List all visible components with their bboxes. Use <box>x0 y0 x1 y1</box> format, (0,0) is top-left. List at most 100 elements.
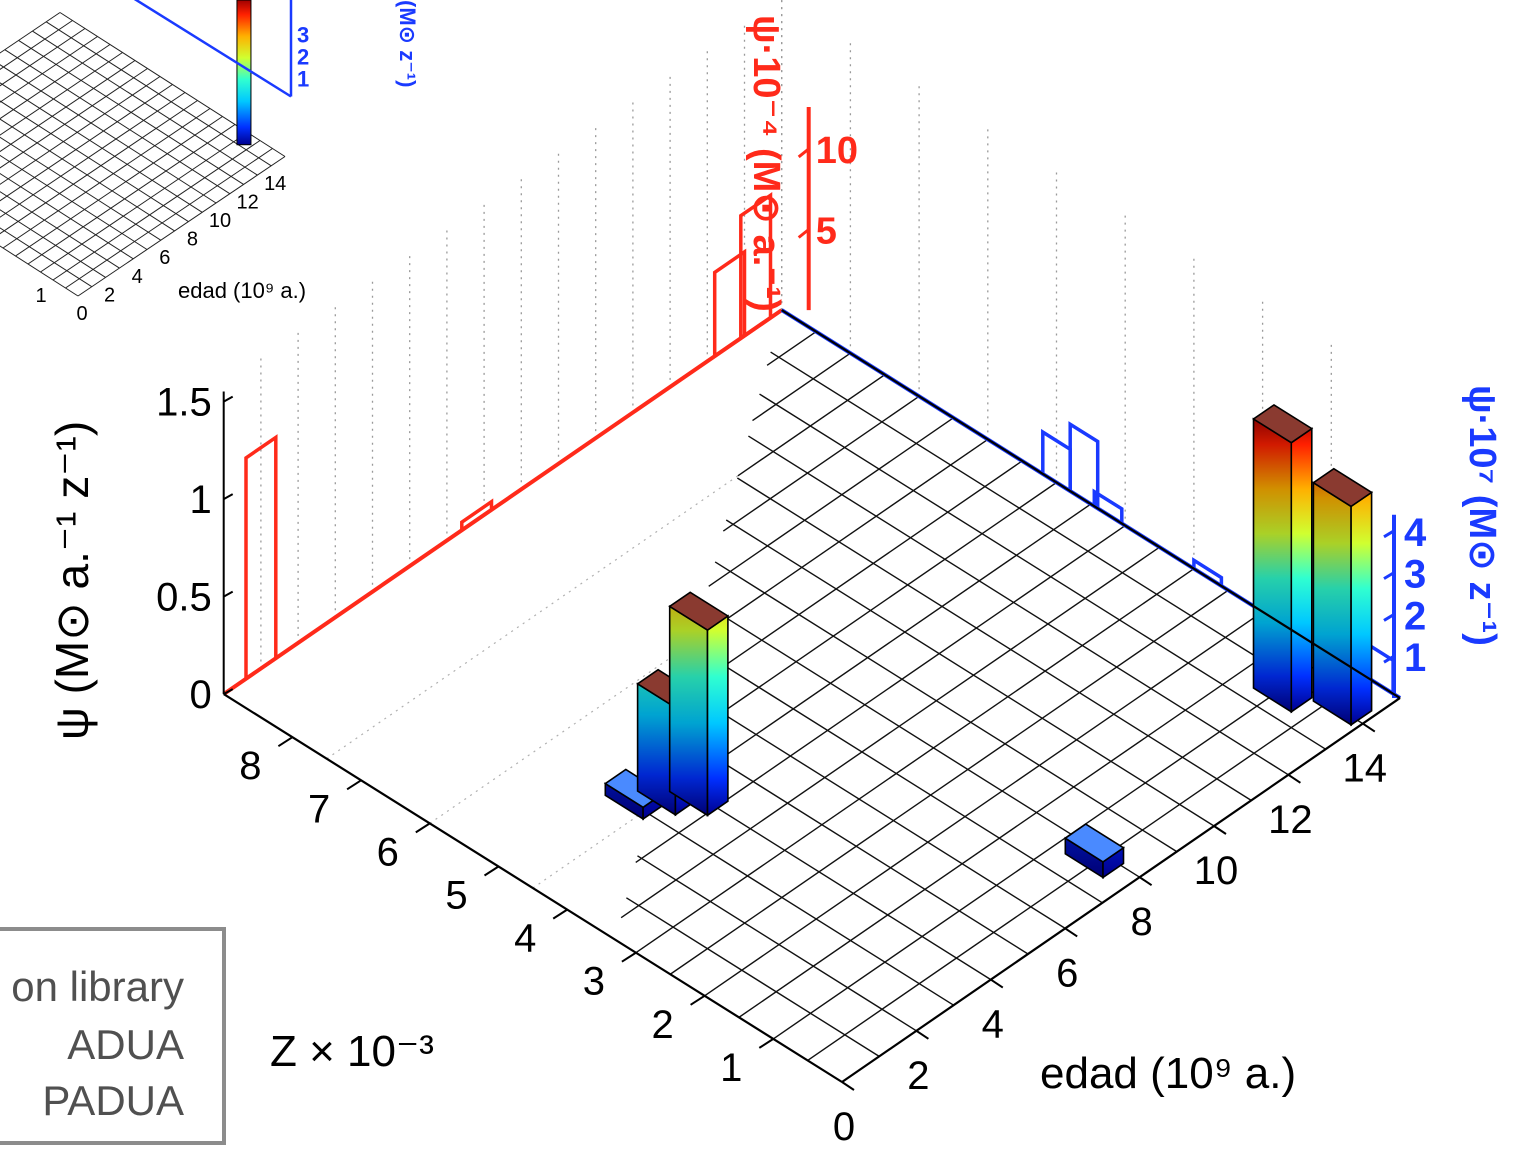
inset-age-tick-label: 10 <box>209 210 231 232</box>
z-projection-tick-label: 1 <box>1404 636 1426 680</box>
floor-line-z <box>635 568 1195 954</box>
inset-side-tick-label: 3 <box>297 23 309 48</box>
floor-line-z <box>722 395 920 532</box>
inset-grid-line <box>0 20 73 70</box>
inset-x-axis-label: edad (10⁹ a.) <box>178 278 306 303</box>
floor-line-age <box>725 519 1215 827</box>
inset-grid-line <box>0 68 148 169</box>
front-edge-line <box>781 309 1401 699</box>
z-axis-line <box>223 693 843 1083</box>
floor-line-z <box>807 675 1367 1062</box>
inset-grid-line <box>2 108 211 249</box>
floor-line-z <box>738 632 1298 1018</box>
inset-age-tick-label: 4 <box>132 266 143 288</box>
z-projection-tick-label: 2 <box>1404 594 1426 638</box>
inset-age-tick-label: 6 <box>159 247 170 269</box>
floor-line-z <box>679 460 1023 698</box>
z-tick <box>415 822 431 834</box>
age-tick <box>1213 825 1227 835</box>
age-tick-label: 6 <box>1056 951 1078 995</box>
floor-line-age <box>670 729 1029 955</box>
z-projection-label: ψ·10⁷ (M⊙ z⁻¹) <box>1461 385 1503 646</box>
age-tick <box>915 1029 929 1040</box>
inset-age-tick-label: 12 <box>236 191 258 213</box>
floor-line-age <box>714 561 1178 853</box>
age-axis-line <box>841 697 1401 1083</box>
age-projection-tick <box>797 228 810 239</box>
floor-line-age <box>692 645 1103 904</box>
inset-grid-line <box>27 124 236 265</box>
inset-age-tick-label: 2 <box>104 284 115 306</box>
background-gridlines <box>223 0 1401 1083</box>
bar-side-shade <box>1253 419 1292 712</box>
gridline-floor-z <box>429 438 989 824</box>
age-projection-histogram: 5 10 <box>222 106 858 696</box>
inset-z-tick-label: 1 <box>35 285 46 307</box>
legend-line-2: ADUA <box>67 1021 184 1068</box>
floor-grid <box>614 309 1401 1083</box>
inset-side-tick-label: 2 <box>297 45 309 70</box>
floor-line-z <box>620 546 1160 919</box>
z-tick-label: 1 <box>720 1046 742 1090</box>
bar-front-face <box>1290 427 1313 714</box>
psi-tick-label: 1 <box>189 478 211 522</box>
inset-grid-line <box>0 76 161 185</box>
inset-grid-line <box>15 116 223 257</box>
z-axis-label: ψ (M⊙ a.⁻¹ z⁻¹) <box>46 421 98 740</box>
z-tick <box>346 779 362 791</box>
inset-projection-line <box>133 0 292 98</box>
floor-line-z <box>693 438 989 643</box>
z-projection-tick <box>1383 571 1395 580</box>
age-projection-label: ψ·10⁻⁴ (M⊙ a.⁻¹) <box>745 15 787 312</box>
inset-grid-line <box>0 36 98 103</box>
floor-line-age <box>748 435 1289 776</box>
age-projection-bar <box>460 498 494 534</box>
z-projection-tick <box>1383 529 1395 539</box>
psi-tick <box>223 688 234 695</box>
psi-tick-label: 0.5 <box>156 576 212 620</box>
age-tick <box>1287 773 1301 784</box>
floor-line-age <box>637 855 917 1032</box>
age-tick-label: 8 <box>1130 900 1152 944</box>
inset-side-label: (M⊙ z⁻¹) <box>395 0 420 87</box>
age-tick-label: 14 <box>1343 747 1388 791</box>
floor-line-age <box>759 393 1326 750</box>
z-projection-tick-label: 4 <box>1404 511 1427 555</box>
inset-side-tick-label: 1 <box>297 67 309 92</box>
psi-tick <box>223 395 234 403</box>
age-tick-label: 10 <box>1194 849 1239 893</box>
gridline-floor-z <box>532 503 1092 889</box>
age-projection-bar <box>244 434 278 683</box>
legend-line-3: PADUA <box>42 1077 184 1124</box>
age-tick <box>990 978 1004 989</box>
bar-top-face <box>1252 403 1314 444</box>
floor-line-age <box>736 477 1252 801</box>
z-tick-label: 6 <box>377 830 399 874</box>
bar-top-face <box>668 591 730 632</box>
z-tick-label: 2 <box>651 1003 673 1047</box>
age-tick-label: 0 <box>833 1105 855 1149</box>
floor-line-z <box>664 481 1057 753</box>
inset-grid-line <box>52 140 261 281</box>
floor-line-z <box>669 589 1229 975</box>
age-tick <box>1139 876 1153 887</box>
z-projection-bar <box>1192 557 1224 590</box>
inset-bar <box>236 0 252 146</box>
floor-line-z <box>737 374 886 477</box>
bar-front-face <box>706 614 729 817</box>
bar-side-shade <box>605 783 644 819</box>
legend-line-1: on library <box>11 963 184 1010</box>
inset-grid-line <box>0 44 111 120</box>
age-projection-tick <box>797 147 810 159</box>
psi-tick <box>223 590 234 598</box>
floor-line-z <box>766 331 817 366</box>
z-tick-label: 8 <box>239 744 261 788</box>
bar-top-face <box>1063 823 1125 863</box>
z-projection-tick-label: 3 <box>1404 553 1426 597</box>
z-tick <box>552 908 568 920</box>
age-tick <box>1064 927 1078 938</box>
inset-grid-line <box>0 60 136 153</box>
bar-side-shade <box>1065 838 1103 878</box>
bar-3d <box>1063 823 1125 880</box>
